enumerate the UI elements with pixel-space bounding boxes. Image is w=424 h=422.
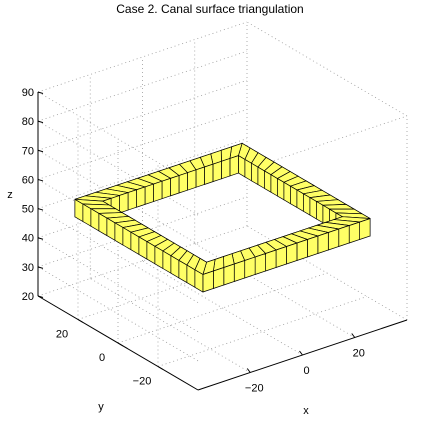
z-tick (37, 91, 44, 94)
surface-facet (277, 177, 285, 201)
z-tick-label: 40 (22, 233, 34, 245)
grid-line-z (37, 79, 248, 151)
x-tick-label: 0 (303, 365, 309, 377)
surface-facet (202, 270, 214, 293)
x-tick (246, 368, 251, 373)
surface-facet (251, 162, 259, 186)
grid-line-z (37, 120, 199, 216)
z-tick (37, 149, 44, 153)
box-edge (37, 225, 248, 297)
surface-facet (221, 157, 231, 180)
surface-facet (229, 155, 239, 177)
z-tick (37, 120, 44, 124)
y-tick-label: 0 (99, 352, 105, 364)
surface-facet (286, 242, 298, 265)
grid-line-z (37, 208, 199, 303)
chart-title: Case 2. Canal surface triangulation (116, 2, 303, 16)
surface-facet (194, 269, 204, 293)
surface-facet (257, 166, 265, 189)
surface-facet (296, 189, 304, 212)
z-tick (37, 266, 44, 269)
surface-facet (178, 172, 188, 194)
y-tick-label: 20 (56, 329, 68, 341)
y-tick (117, 342, 124, 347)
y-tick-label: −20 (133, 376, 152, 388)
surface-facet (187, 169, 197, 191)
surface-facet (290, 185, 298, 209)
x-tick (299, 350, 303, 356)
x-axis-label: x (303, 405, 309, 417)
surface-facet (303, 193, 311, 216)
z-tick-label: 60 (22, 174, 34, 186)
surface-facet (244, 256, 256, 279)
surface-facet (204, 163, 214, 185)
surface-facet (195, 166, 205, 188)
surface-facet (213, 267, 225, 289)
grid-line-x (194, 243, 355, 338)
y-tick (77, 319, 84, 323)
grid-line-z (37, 50, 248, 122)
box-edge (246, 21, 408, 117)
z-tick (37, 295, 44, 298)
surface-facet (283, 181, 291, 205)
z-tick-label: 70 (22, 145, 34, 157)
grid-line-x (142, 260, 303, 356)
box-edge (37, 21, 248, 93)
surface-facet (327, 228, 340, 251)
surface-facet (244, 158, 252, 182)
surface-facet (275, 246, 287, 268)
y-tick (157, 366, 164, 370)
surface-facet (212, 160, 222, 183)
grid-line-z (37, 109, 248, 180)
surface-facet (296, 239, 308, 261)
grid-line-z (37, 138, 248, 209)
grid-line-z (37, 196, 248, 268)
surface-facet (153, 180, 163, 203)
surface-facet (264, 170, 272, 193)
surface-facet (317, 232, 329, 254)
grid-line-z (37, 167, 248, 239)
z-tick (37, 237, 44, 240)
surface-facet (270, 174, 278, 197)
grid-line-y (117, 272, 328, 344)
z-tick-label: 50 (22, 204, 34, 216)
x-tick (351, 333, 356, 338)
grid-line-y (77, 249, 288, 320)
z-tick (37, 208, 44, 211)
surface-facet (238, 154, 246, 178)
x-tick-label: 20 (353, 348, 365, 360)
z-tick (37, 178, 44, 182)
surface-facet (254, 253, 266, 275)
grid-line-x (90, 278, 251, 373)
surface-facet (316, 200, 324, 224)
surface-facet (233, 260, 246, 282)
z-tick-label: 30 (22, 262, 34, 274)
y-axis-label: y (98, 401, 104, 413)
z-tick-label: 80 (22, 116, 34, 128)
canal-surface (74, 142, 371, 293)
surface-facet (338, 225, 350, 247)
tick-labels: −20 0 20 −20 0 20 20 30 40 50 60 70 80 90 (22, 87, 365, 395)
surface-facet (136, 186, 146, 208)
surface-facet (127, 189, 137, 211)
surface-facet (144, 183, 154, 205)
surface-facet (265, 249, 277, 272)
grid-line-z (37, 266, 199, 362)
surface-facet (119, 192, 129, 214)
grid-line-z (37, 237, 199, 333)
surface-facet (307, 235, 319, 258)
z-tick-label: 20 (22, 291, 34, 303)
surface-facet (223, 263, 235, 286)
surface-facet (161, 177, 171, 200)
surface-facet (170, 175, 180, 197)
x-tick-label: −20 (245, 383, 264, 395)
box-edge (37, 91, 199, 187)
tick-marks (37, 91, 356, 373)
grid-line-y (157, 296, 368, 367)
z-axis-label: z (7, 189, 13, 201)
z-tick-label: 90 (22, 87, 34, 99)
surface-facet (309, 197, 317, 220)
